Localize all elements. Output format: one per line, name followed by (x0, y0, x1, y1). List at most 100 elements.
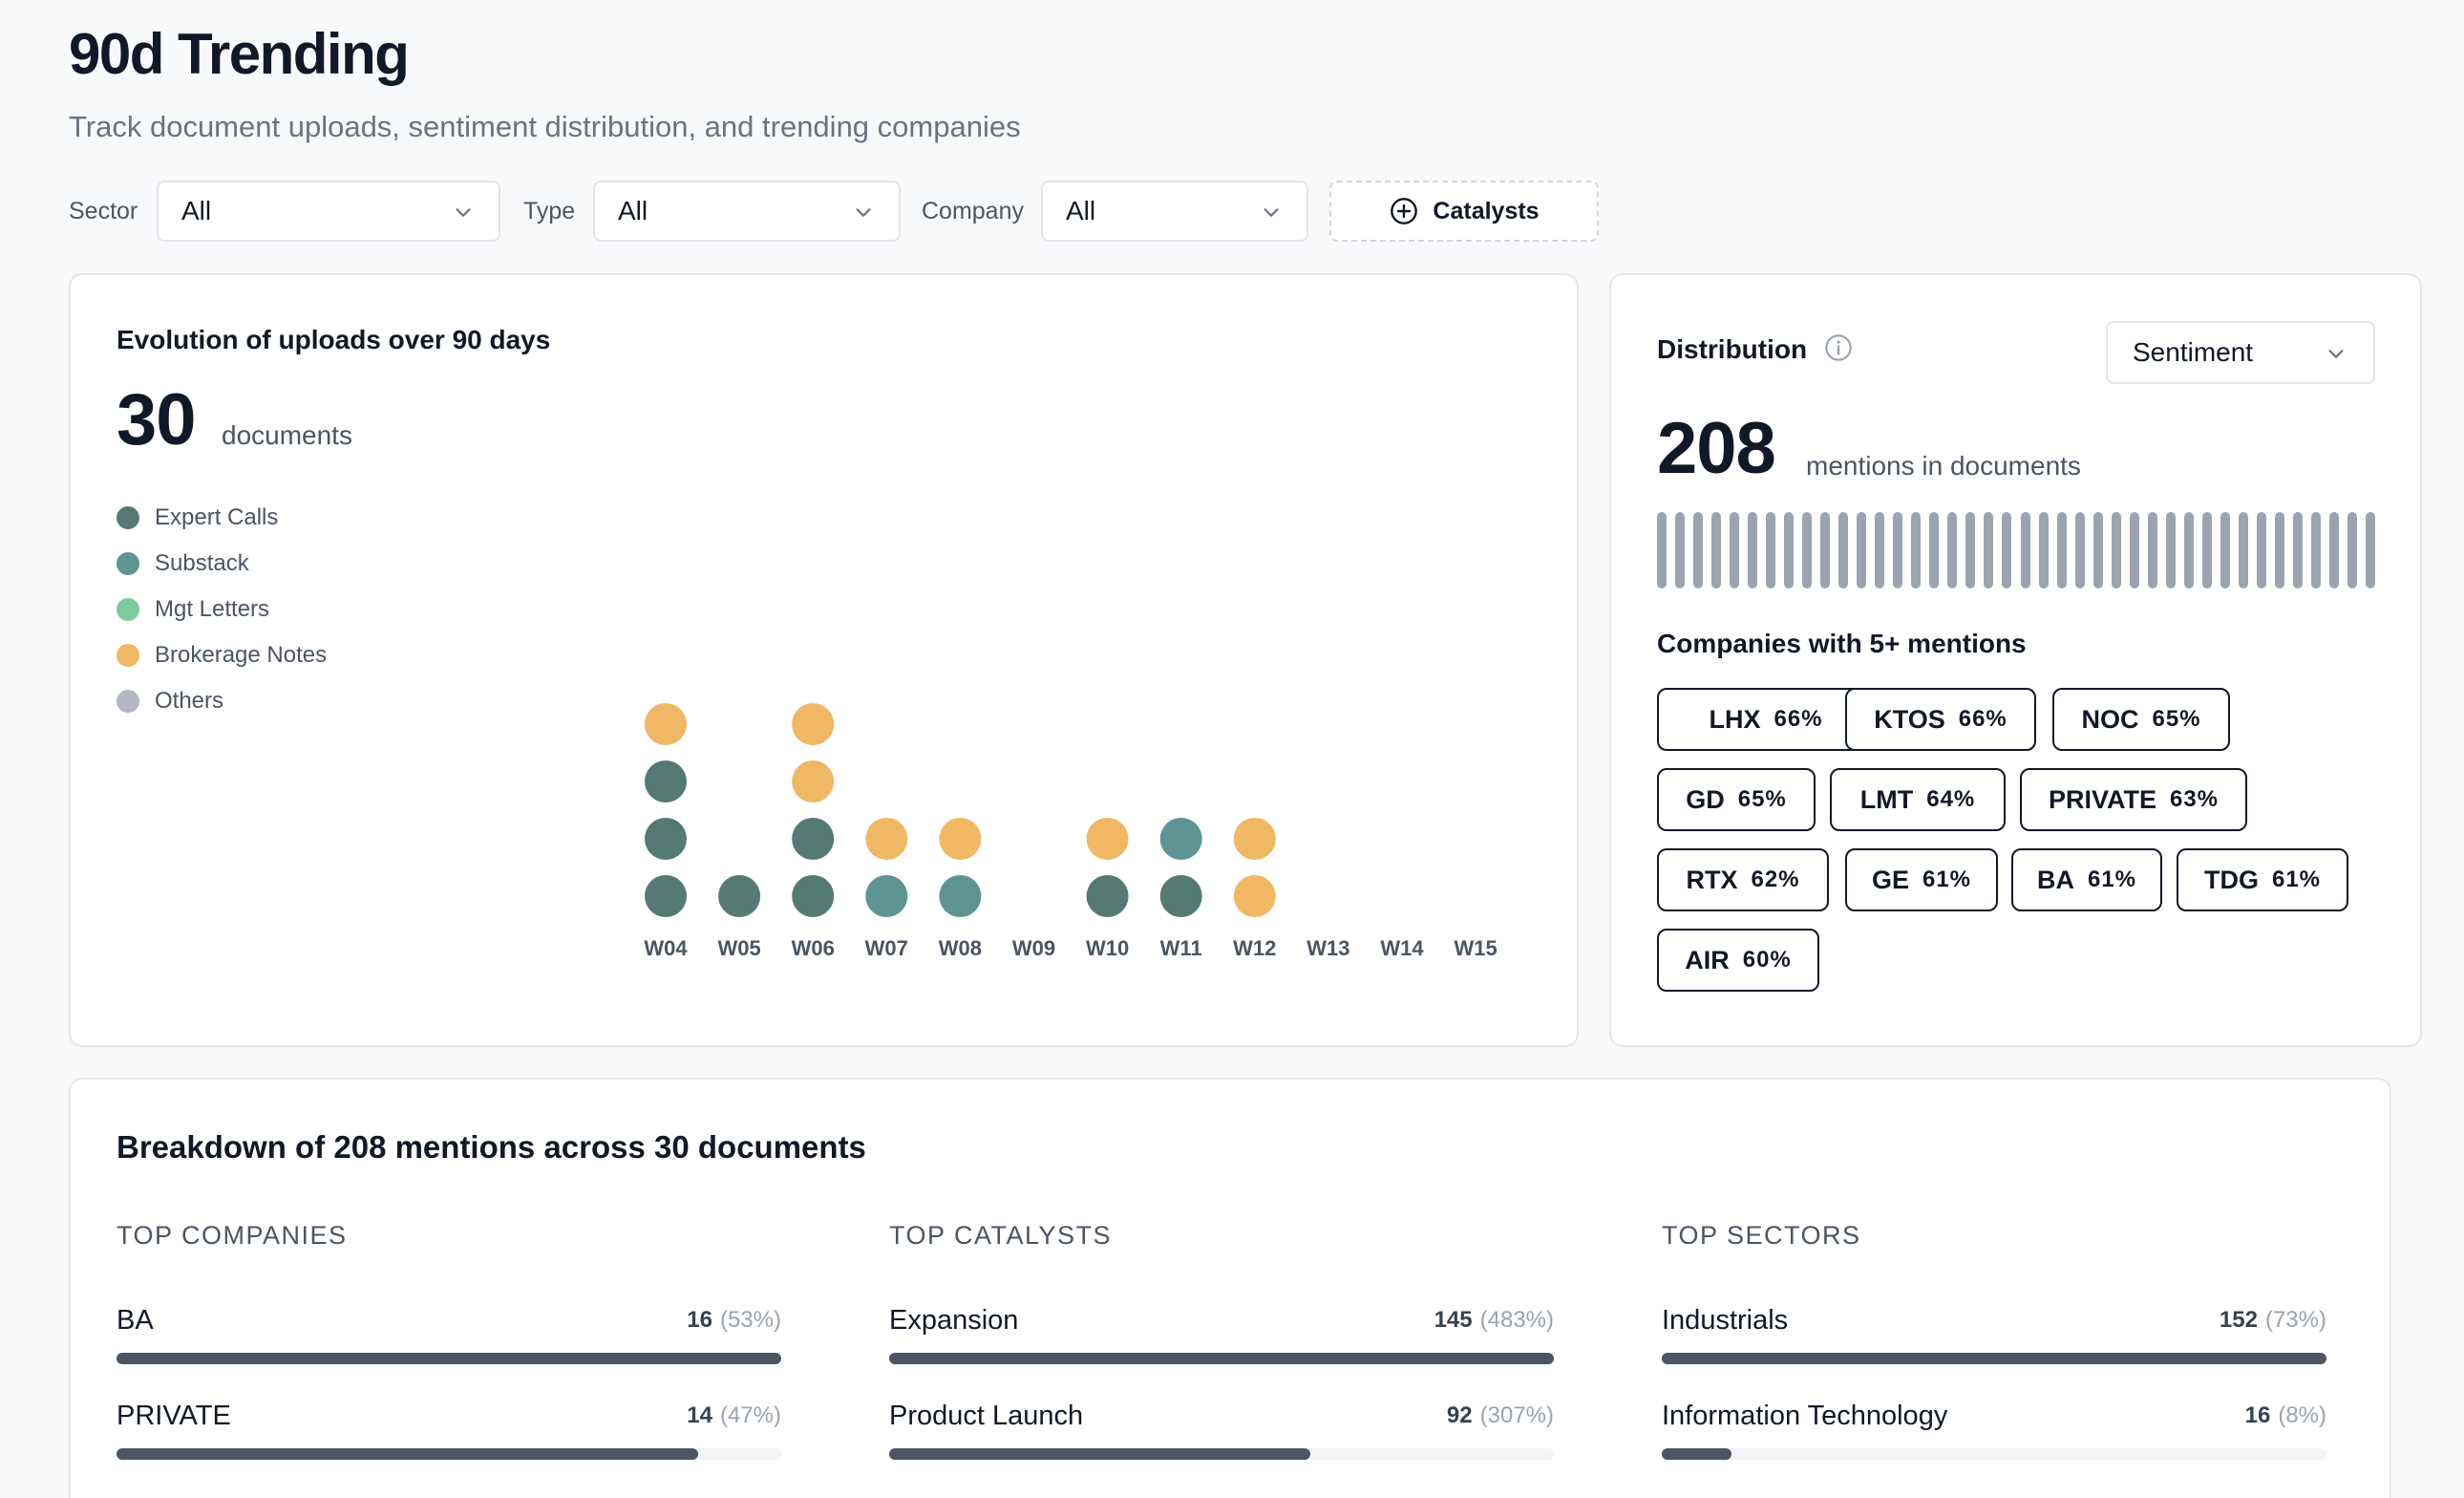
sentiment-stripe (1657, 512, 1667, 588)
sentiment-stripe (1820, 512, 1831, 588)
company-select[interactable]: All (1041, 181, 1308, 242)
chevron-down-icon (1264, 208, 1279, 217)
upload-dot[interactable] (1233, 875, 1276, 917)
type-select-value: All (618, 196, 648, 225)
rank-bar-fill (889, 1448, 1311, 1460)
rank-name: BA (117, 1305, 154, 1336)
upload-dot[interactable] (645, 818, 687, 860)
rank-bar-fill (117, 1448, 698, 1460)
week-tick-label: W10 (1086, 936, 1129, 960)
sentiment-stripe (2129, 512, 2139, 588)
upload-dot[interactable] (645, 875, 687, 917)
rank-bar-track (1662, 1448, 2326, 1460)
rank-value: 16 (8%) (2245, 1402, 2326, 1429)
mentions-count-label: mentions in documents (1806, 451, 2081, 481)
uploads-count: 30 (117, 379, 197, 460)
legend-swatch (117, 644, 139, 667)
rank-row[interactable]: BA 16 (53%) (117, 1305, 781, 1401)
legend-label: Others (155, 688, 224, 714)
upload-dot[interactable] (718, 875, 761, 917)
rank-row[interactable]: Industrials 152 (73%) (1662, 1305, 2326, 1401)
upload-dot[interactable] (939, 818, 982, 860)
distribution-mode-select[interactable]: Sentiment (2106, 321, 2375, 384)
company-chip[interactable]: KTOS 66% (1845, 688, 2036, 751)
upload-dot[interactable] (1159, 818, 1202, 860)
sentiment-stripe (1748, 512, 1758, 588)
uploads-title: Evolution of uploads over 90 days (117, 325, 551, 354)
upload-dot[interactable] (792, 760, 835, 802)
chip-percent: 60% (1742, 947, 1792, 973)
rank-value: 152 (73%) (2220, 1307, 2326, 1334)
upload-dot[interactable] (792, 818, 835, 860)
sector-select[interactable]: All (157, 181, 500, 242)
rank-value: 16 (53%) (687, 1307, 781, 1334)
week-tick-label: W06 (792, 936, 835, 960)
company-chip[interactable]: NOC 65% (2052, 688, 2230, 751)
upload-dot[interactable] (1159, 875, 1202, 917)
uploads-dot-chart: W04 W05 W06 W07 W08 W09 W10 W11 W12 W13 W14 W15 (644, 703, 1498, 960)
rank-row[interactable]: PRIVATE 14 (47%) (117, 1401, 781, 1496)
chip-ticker: AIR (1685, 945, 1730, 974)
chip-percent: 65% (1737, 786, 1787, 812)
distribution-title: Distribution (1657, 334, 1808, 364)
upload-dot[interactable] (792, 703, 835, 745)
chip-ticker: KTOS (1874, 704, 1945, 734)
rank-row[interactable]: Expansion 145 (483%) (889, 1305, 1554, 1401)
sentiment-stripe (2092, 512, 2103, 588)
sentiment-stripe (2002, 512, 2012, 588)
company-chip[interactable]: PRIVATE 63% (2020, 768, 2247, 831)
rank-name: Product Launch (889, 1401, 1084, 1431)
plus-circle-icon (1391, 198, 1418, 225)
chevron-down-icon (456, 208, 471, 217)
rank-value: 145 (483%) (1434, 1307, 1554, 1334)
week-tick-label: W05 (717, 936, 760, 960)
legend-swatch (117, 598, 139, 621)
company-filter-label: Company (922, 198, 1024, 225)
company-chip[interactable]: LMT 64% (1830, 768, 2006, 831)
sentiment-stripe (2056, 512, 2067, 588)
legend-label: Substack (155, 550, 249, 576)
type-select[interactable]: All (593, 181, 901, 242)
top-companies-heading: TOP COMPANIES (117, 1221, 348, 1250)
company-chip[interactable]: AIR 60% (1657, 929, 1819, 992)
upload-dot[interactable] (645, 703, 687, 745)
rank-count: 14 (687, 1402, 712, 1428)
sector-filter-label: Sector (69, 198, 138, 225)
page-title: 90d Trending (69, 22, 410, 86)
sentiment-stripe (1802, 512, 1813, 588)
company-chip[interactable]: TDG 61% (2177, 848, 2348, 911)
week-tick-label: W04 (644, 936, 688, 960)
chip-percent: 61% (2271, 867, 2322, 892)
sentiment-stripe (1947, 512, 1958, 588)
sentiment-stripe (1857, 512, 1867, 588)
upload-dot[interactable] (865, 875, 908, 917)
legend-item: Brokerage Notes (117, 632, 327, 678)
rank-count: 152 (2219, 1307, 2258, 1333)
company-chip[interactable]: LHX 66% (1657, 688, 1875, 751)
chevron-down-icon (856, 208, 871, 217)
week-tick-label: W12 (1233, 936, 1276, 960)
mentions-count: 208 (1657, 408, 1776, 489)
rank-count: 92 (1446, 1402, 1473, 1428)
rank-count: 16 (687, 1307, 712, 1333)
breakdown-title: Breakdown of 208 mentions across 30 docu… (117, 1129, 866, 1165)
rank-row[interactable]: Product Launch 92 (307%) (889, 1401, 1554, 1496)
info-icon[interactable] (1823, 332, 1854, 363)
upload-dot[interactable] (792, 875, 835, 917)
rank-row[interactable]: Information Technology 16 (8%) (1662, 1401, 2326, 1496)
rank-percent: (483%) (1479, 1307, 1554, 1333)
chip-ticker: GD (1686, 784, 1725, 814)
rank-name: Information Technology (1662, 1401, 1948, 1431)
company-chip[interactable]: GD 65% (1657, 768, 1816, 831)
sentiment-stripe (2165, 512, 2176, 588)
upload-dot[interactable] (645, 760, 687, 802)
upload-dot[interactable] (1086, 875, 1129, 917)
upload-dot[interactable] (939, 875, 982, 917)
upload-dot[interactable] (865, 818, 908, 860)
company-chip[interactable]: RTX 62% (1657, 848, 1829, 911)
company-chip[interactable]: GE 61% (1845, 848, 1998, 911)
upload-dot[interactable] (1086, 818, 1129, 860)
catalysts-button[interactable]: Catalysts (1329, 181, 1599, 242)
company-chip[interactable]: BA 61% (2011, 848, 2162, 911)
upload-dot[interactable] (1233, 818, 1276, 860)
